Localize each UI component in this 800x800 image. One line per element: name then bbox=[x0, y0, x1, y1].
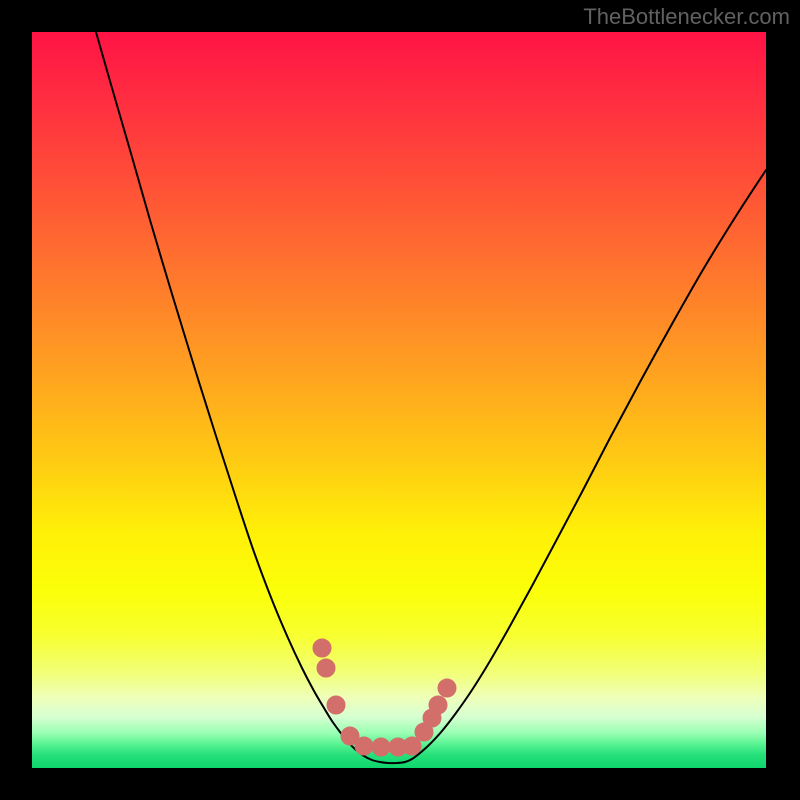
chart-frame: TheBottlenecker.com bbox=[0, 0, 800, 800]
data-marker bbox=[403, 737, 421, 755]
data-marker bbox=[355, 737, 373, 755]
data-marker bbox=[429, 696, 447, 714]
curve-layer bbox=[32, 32, 766, 768]
data-marker bbox=[327, 696, 345, 714]
data-marker bbox=[438, 679, 456, 697]
data-marker bbox=[372, 738, 390, 756]
data-marker bbox=[317, 659, 335, 677]
data-marker bbox=[313, 639, 331, 657]
plot-area bbox=[32, 32, 766, 768]
watermark-text: TheBottlenecker.com bbox=[583, 4, 790, 30]
bottleneck-curve bbox=[96, 32, 766, 763]
